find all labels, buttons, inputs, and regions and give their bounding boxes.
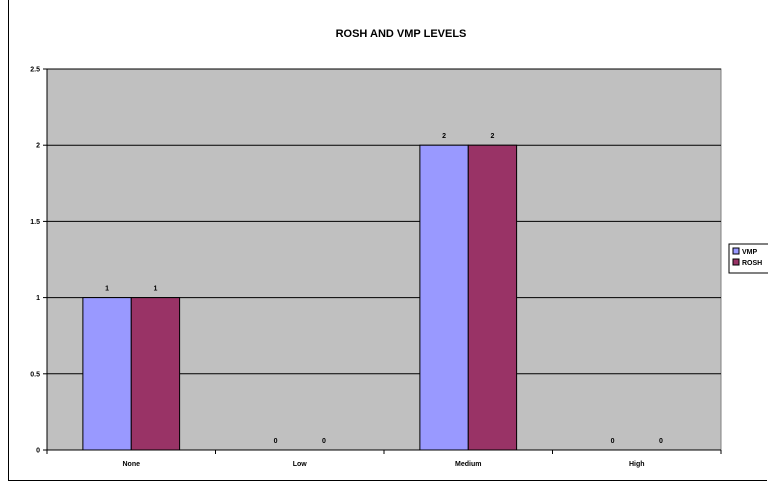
data-label: 2: [490, 133, 494, 140]
data-labels: 1 1 0 0 2 2 0 0: [105, 133, 663, 445]
legend-swatch-vmp: [732, 247, 740, 255]
data-label: 0: [611, 438, 615, 445]
chart-frame: ROSH AND VMP LEVELS 1 1 0 0 2 2 0 0 0 0.5 1 1.5 2 2.…: [8, 0, 768, 481]
legend-label-rosh: ROSH: [742, 260, 762, 267]
data-label: 0: [274, 438, 278, 445]
bar-rosh-medium: [467, 144, 518, 451]
data-label: 0: [322, 438, 326, 445]
data-label: 1: [105, 286, 109, 293]
legend-swatch-rosh: [732, 258, 740, 266]
legend: VMP ROSH: [728, 243, 768, 274]
bar-vmp-medium: [419, 144, 469, 451]
chart-title: ROSH AND VMP LEVELS: [336, 28, 467, 40]
y-tick-label: 2.5: [30, 67, 40, 74]
y-tick-label: 2: [36, 143, 40, 150]
y-tick-label: 1.5: [30, 219, 40, 226]
y-tick-label: 1: [36, 295, 40, 302]
y-tick-label: 0: [36, 448, 40, 455]
axes: 0 0.5 1 1.5 2 2.5 None Low Medium High: [30, 67, 722, 468]
data-label: 1: [153, 286, 157, 293]
legend-label-vmp: VMP: [742, 249, 758, 256]
bar-rosh-none: [130, 297, 181, 451]
bar-vmp-none: [82, 297, 132, 451]
data-label: 0: [659, 438, 663, 445]
y-tick-label: 0.5: [30, 371, 40, 378]
bar-chart: ROSH AND VMP LEVELS 1 1 0 0 2 2 0 0 0 0.5 1 1.5 2 2.…: [30, 28, 768, 468]
x-tick-label: Medium: [455, 461, 481, 468]
x-tick-label: Low: [293, 461, 308, 468]
data-label: 2: [442, 133, 446, 140]
x-tick-label: High: [629, 461, 645, 468]
bars: [82, 144, 518, 451]
x-tick-label: None: [123, 461, 141, 468]
